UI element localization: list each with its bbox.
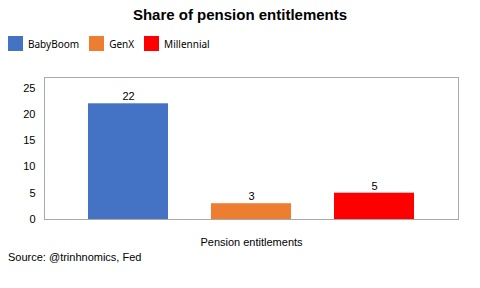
html-text:Millennial: Millennial xyxy=(164,36,210,51)
svg-text:10: 10 xyxy=(23,160,35,172)
svg-text:5: 5 xyxy=(29,187,35,199)
svg-text:3: 3 xyxy=(248,190,254,202)
html-text:BabyBoom: BabyBoom xyxy=(28,36,80,51)
svg-text:15: 15 xyxy=(23,134,35,146)
svg-text:25: 25 xyxy=(23,82,35,94)
svg-text:5: 5 xyxy=(371,180,377,192)
svg-text:20: 20 xyxy=(23,108,35,120)
svg-text:Pension entitlements: Pension entitlements xyxy=(200,236,303,248)
html-text:Source: @trinhnomics, Fed: Source: @trinhnomics, Fed xyxy=(8,251,142,263)
svg-text:0: 0 xyxy=(29,213,35,225)
html-text:GenX: GenX xyxy=(109,36,135,51)
html-text:Share of pension entitlements: Share of pension entitlements xyxy=(132,6,348,23)
svg-text:22: 22 xyxy=(122,90,134,102)
